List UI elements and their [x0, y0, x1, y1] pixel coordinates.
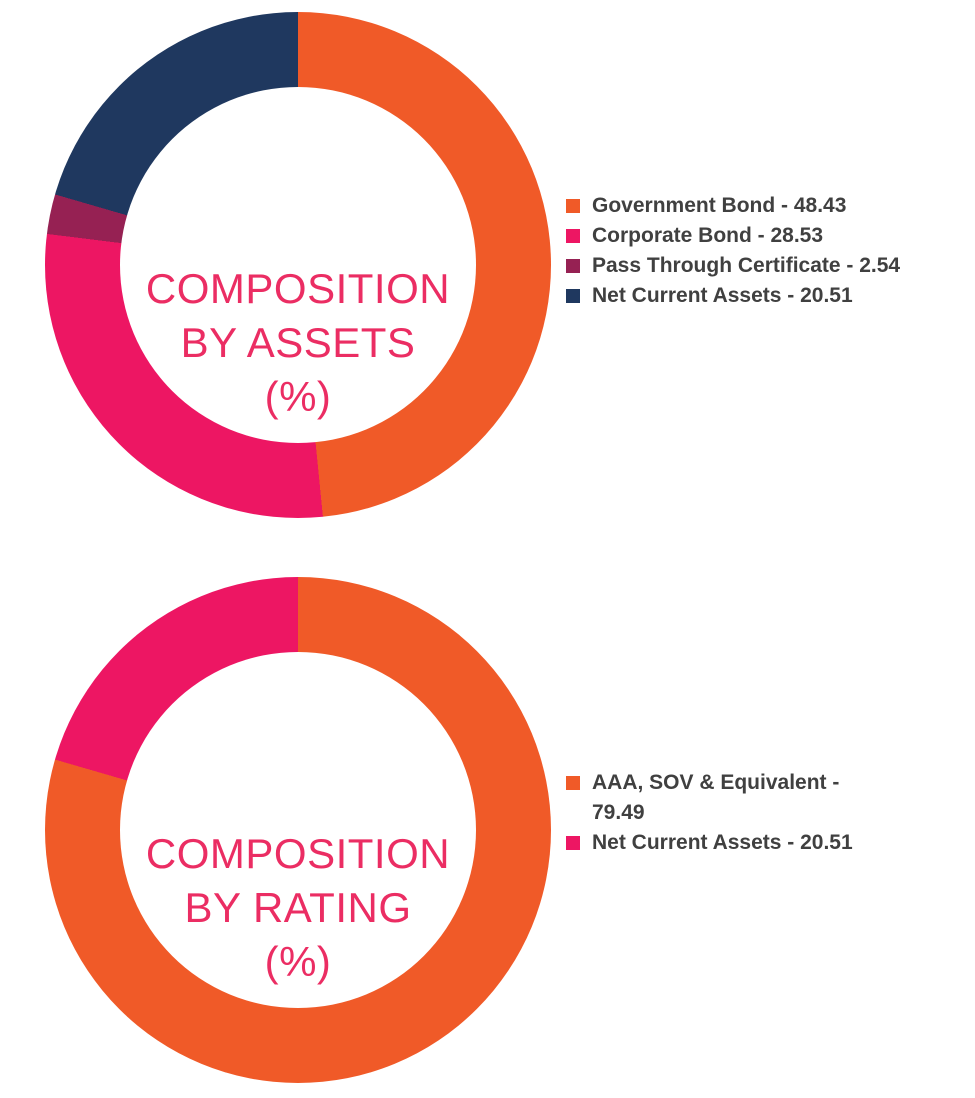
legend-marker: [566, 229, 580, 243]
legend-marker: [566, 289, 580, 303]
assets-donut-ring: COMPOSITION BY ASSETS (%): [45, 12, 551, 518]
legend-item: Corporate Bond - 28.53: [566, 221, 966, 251]
rating-donut-ring: COMPOSITION BY RATING (%): [45, 577, 551, 1083]
assets-donut-hole: COMPOSITION BY ASSETS (%): [120, 87, 476, 443]
rating-chart-title-line-3: (%): [264, 938, 332, 985]
rating-legend: AAA, SOV & Equivalent - 79.49 Net Current…: [566, 768, 868, 858]
legend-label: Pass Through Certificate - 2.54: [592, 254, 901, 277]
legend-label: Net Current Assets - 20.51: [592, 284, 853, 307]
assets-chart-title-line-1: COMPOSITION: [145, 265, 451, 312]
legend-marker: [566, 199, 580, 213]
legend-item: Government Bond - 48.43: [566, 191, 966, 221]
rating-chart-title-line-2: BY RATING: [184, 884, 412, 931]
assets-chart-title-line-2: BY ASSETS: [180, 319, 416, 366]
rating-chart-title: COMPOSITION BY RATING (%): [146, 827, 450, 989]
assets-legend: Government Bond - 48.43 Corporate Bond - …: [566, 191, 966, 311]
legend-marker: [566, 259, 580, 273]
legend-label: Government Bond - 48.43: [592, 194, 847, 217]
legend-item: AAA, SOV & Equivalent - 79.49: [566, 768, 868, 828]
legend-item: Net Current Assets - 20.51: [566, 281, 966, 311]
legend-item: Net Current Assets - 20.51: [566, 828, 868, 858]
legend-marker: [566, 776, 580, 790]
rating-chart-title-line-1: COMPOSITION: [145, 830, 451, 877]
rating-donut-hole: COMPOSITION BY RATING (%): [120, 652, 476, 1008]
legend-label: Corporate Bond - 28.53: [592, 224, 824, 247]
legend-marker: [566, 836, 580, 850]
assets-chart-title: COMPOSITION BY ASSETS (%): [146, 262, 450, 424]
legend-item: Pass Through Certificate - 2.54: [566, 251, 966, 281]
assets-chart-title-line-3: (%): [264, 373, 332, 420]
legend-label: AAA, SOV & Equivalent - 79.49: [592, 771, 840, 824]
legend-label: Net Current Assets - 20.51: [592, 831, 853, 854]
